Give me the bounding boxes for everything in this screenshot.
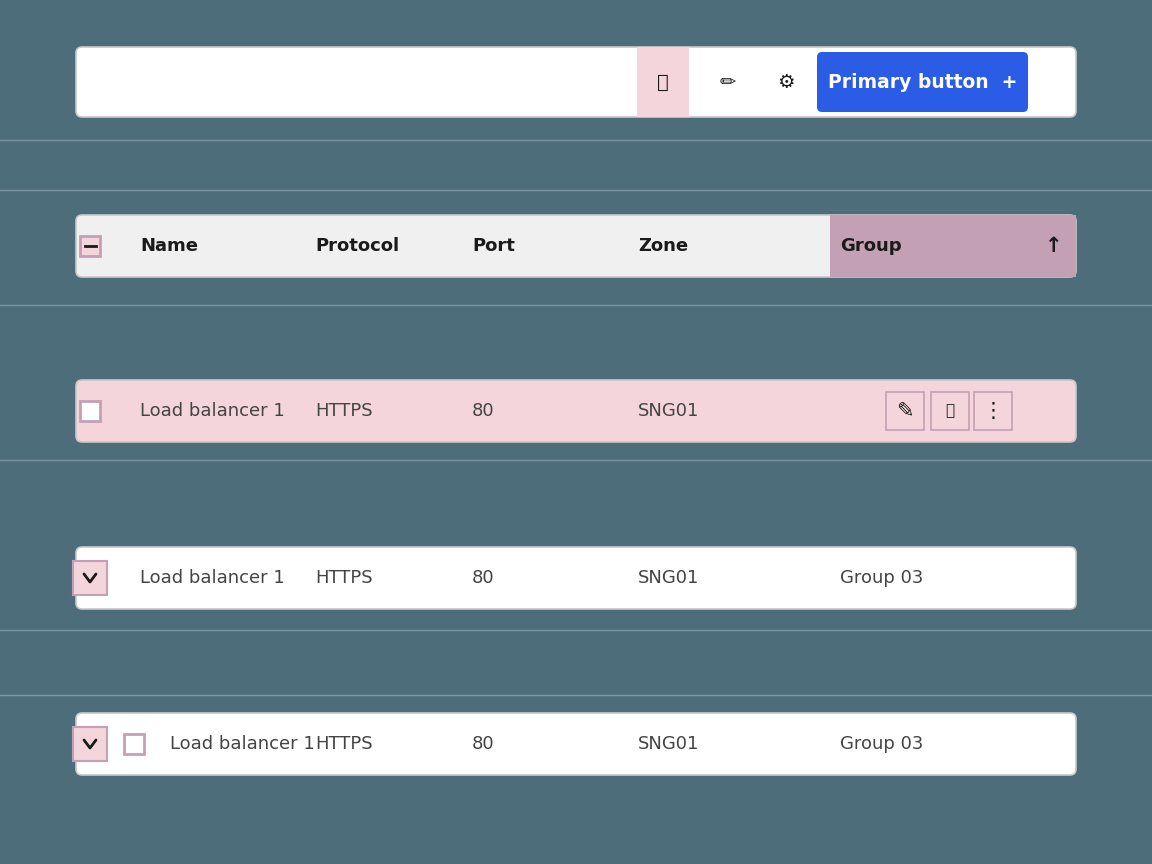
Text: Protocol: Protocol <box>314 237 399 255</box>
FancyBboxPatch shape <box>76 380 1076 442</box>
Bar <box>829 215 1076 277</box>
Text: SNG01: SNG01 <box>638 569 699 587</box>
Bar <box>637 47 689 117</box>
Text: ✎: ✎ <box>896 401 914 421</box>
Bar <box>73 727 107 761</box>
Text: Port: Port <box>472 237 515 255</box>
FancyBboxPatch shape <box>76 713 1076 775</box>
Text: Load balancer 1: Load balancer 1 <box>170 735 314 753</box>
FancyBboxPatch shape <box>76 547 1076 609</box>
Text: 80: 80 <box>472 569 494 587</box>
Text: HTTPS: HTTPS <box>314 402 372 420</box>
Text: Zone: Zone <box>638 237 688 255</box>
Text: 80: 80 <box>472 735 494 753</box>
Text: Group 03: Group 03 <box>840 735 924 753</box>
Text: 🗑: 🗑 <box>946 403 955 418</box>
Text: SNG01: SNG01 <box>638 402 699 420</box>
Text: Group: Group <box>840 237 902 255</box>
Bar <box>79 401 100 421</box>
Text: Load balancer 1: Load balancer 1 <box>141 402 285 420</box>
Text: ↑: ↑ <box>1045 236 1063 256</box>
Text: HTTPS: HTTPS <box>314 569 372 587</box>
Bar <box>124 734 144 754</box>
FancyBboxPatch shape <box>76 215 1076 277</box>
Text: 80: 80 <box>472 402 494 420</box>
Text: ✏: ✏ <box>720 73 736 92</box>
Text: HTTPS: HTTPS <box>314 735 372 753</box>
Bar <box>73 561 107 595</box>
Text: SNG01: SNG01 <box>638 735 699 753</box>
Text: Load balancer 1: Load balancer 1 <box>141 569 285 587</box>
Text: Primary button  +: Primary button + <box>828 73 1017 92</box>
Bar <box>79 236 100 256</box>
Text: ⋮: ⋮ <box>983 401 1003 421</box>
Text: Group 03: Group 03 <box>840 569 924 587</box>
Text: 🔍: 🔍 <box>657 73 669 92</box>
Bar <box>886 392 924 430</box>
Bar <box>931 392 969 430</box>
Text: ⚙: ⚙ <box>778 73 795 92</box>
FancyBboxPatch shape <box>76 47 1076 117</box>
FancyBboxPatch shape <box>817 52 1028 112</box>
Text: Name: Name <box>141 237 198 255</box>
Bar <box>973 392 1011 430</box>
